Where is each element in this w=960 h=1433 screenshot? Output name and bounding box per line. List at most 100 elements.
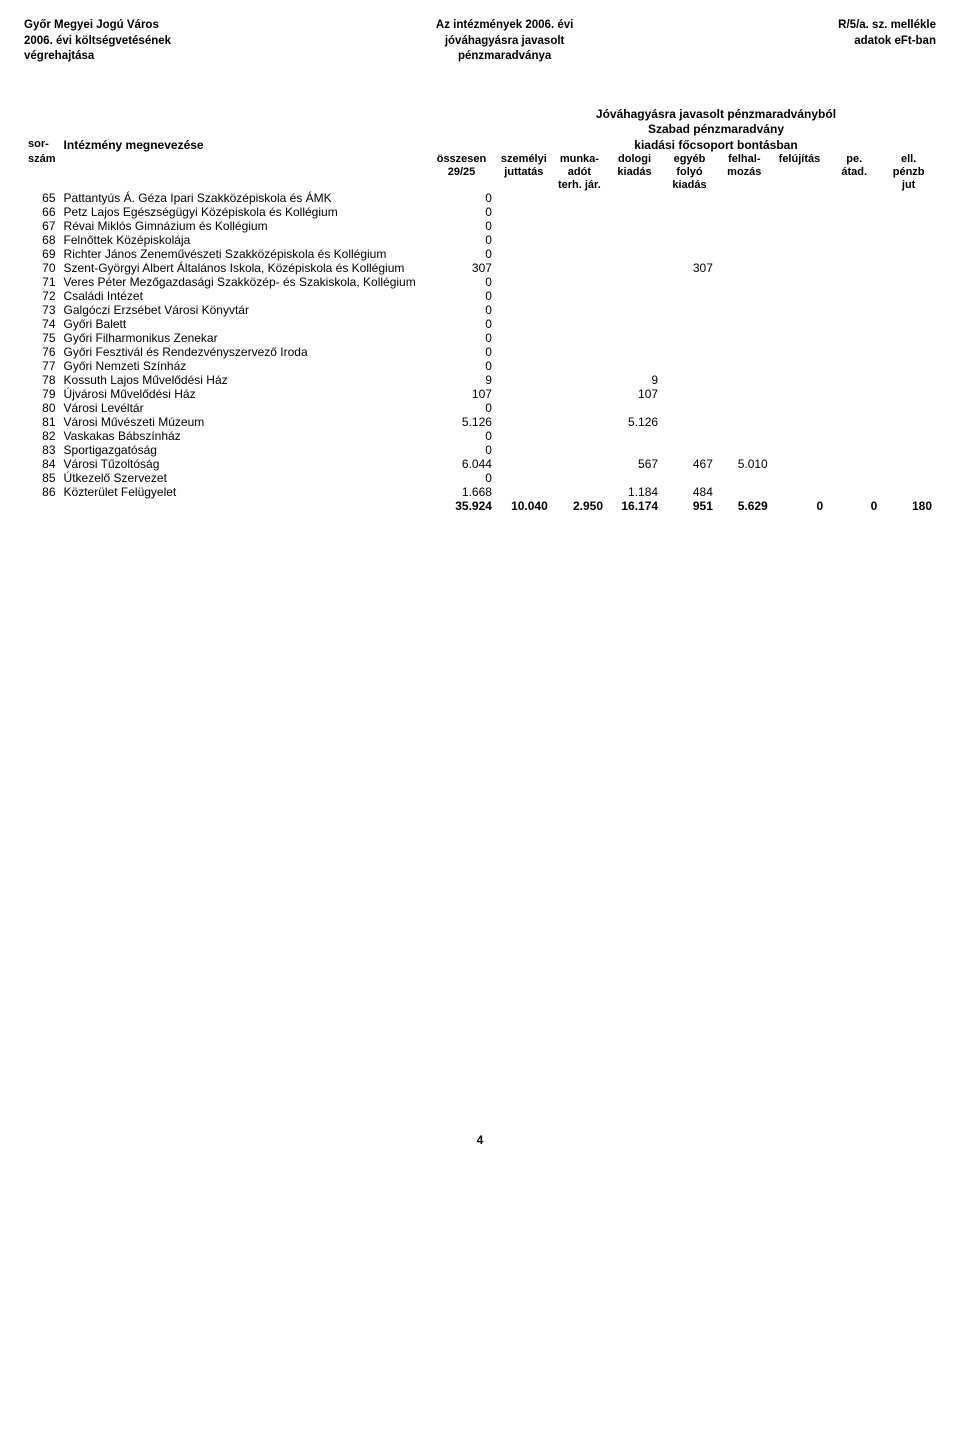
row-index: 70 bbox=[24, 261, 60, 275]
row-val bbox=[827, 205, 881, 219]
document-header: Győr Megyei Jogú Város 2006. évi költség… bbox=[24, 18, 936, 65]
row-val bbox=[662, 303, 717, 317]
row-val bbox=[496, 331, 552, 345]
row-val bbox=[881, 373, 936, 387]
row-val bbox=[827, 415, 881, 429]
row-val bbox=[772, 331, 827, 345]
row-val bbox=[881, 219, 936, 233]
row-val bbox=[772, 247, 827, 261]
row-val bbox=[772, 415, 827, 429]
col-osszesen-l2: 29/25 bbox=[448, 166, 476, 178]
table-row: 65Pattantyús Á. Géza Ipari Szakközépisko… bbox=[24, 191, 936, 205]
row-index: 86 bbox=[24, 485, 60, 499]
row-val: 0 bbox=[427, 247, 496, 261]
row-val bbox=[717, 205, 772, 219]
row-val bbox=[607, 275, 662, 289]
row-val bbox=[552, 485, 607, 499]
row-val: 0 bbox=[427, 345, 496, 359]
row-val bbox=[552, 219, 607, 233]
row-val bbox=[717, 485, 772, 499]
row-val bbox=[827, 289, 881, 303]
row-val bbox=[881, 233, 936, 247]
table-row: 76Győri Fesztivál és Rendezvényszervező … bbox=[24, 345, 936, 359]
row-val bbox=[496, 303, 552, 317]
row-index: 81 bbox=[24, 415, 60, 429]
row-val: 0 bbox=[427, 359, 496, 373]
col-ell-l3: jut bbox=[902, 179, 915, 191]
row-val bbox=[496, 471, 552, 485]
col-munka-l1: munka- bbox=[560, 153, 599, 165]
row-name: Családi Intézet bbox=[60, 289, 427, 303]
row-val: 5.126 bbox=[607, 415, 662, 429]
row-val bbox=[607, 233, 662, 247]
row-name: Szent-Györgyi Albert Általános Iskola, K… bbox=[60, 261, 427, 275]
row-val bbox=[881, 261, 936, 275]
row-val bbox=[827, 471, 881, 485]
row-name: Richter János Zeneművészeti Szakközépisk… bbox=[60, 247, 427, 261]
table-row: 72Családi Intézet0 bbox=[24, 289, 936, 303]
row-name: Városi Levéltár bbox=[60, 401, 427, 415]
row-val bbox=[607, 317, 662, 331]
row-val bbox=[881, 331, 936, 345]
row-index: 71 bbox=[24, 275, 60, 289]
row-val bbox=[496, 261, 552, 275]
table-row: 67Révai Miklós Gimnázium és Kollégium0 bbox=[24, 219, 936, 233]
row-name: Veres Péter Mezőgazdasági Szakközép- és … bbox=[60, 275, 427, 289]
row-val bbox=[496, 275, 552, 289]
col-dologi-l1: dologi bbox=[618, 153, 651, 165]
row-val bbox=[827, 345, 881, 359]
row-val bbox=[827, 303, 881, 317]
row-val bbox=[552, 261, 607, 275]
document-page: Győr Megyei Jogú Város 2006. évi költség… bbox=[0, 0, 960, 1433]
col-felhal: felhal- mozás bbox=[717, 153, 772, 191]
row-index: 66 bbox=[24, 205, 60, 219]
row-name: Újvárosi Művelődési Ház bbox=[60, 387, 427, 401]
row-val bbox=[772, 443, 827, 457]
row-val bbox=[662, 205, 717, 219]
row-val bbox=[827, 429, 881, 443]
row-val bbox=[552, 205, 607, 219]
row-val: 0 bbox=[427, 219, 496, 233]
row-val bbox=[772, 289, 827, 303]
row-val bbox=[827, 387, 881, 401]
row-index: 84 bbox=[24, 457, 60, 471]
row-name: Kossuth Lajos Művelődési Ház bbox=[60, 373, 427, 387]
row-val bbox=[607, 289, 662, 303]
row-val bbox=[881, 275, 936, 289]
row-val bbox=[496, 289, 552, 303]
table-row: 79Újvárosi Művelődési Ház107107 bbox=[24, 387, 936, 401]
row-val bbox=[662, 359, 717, 373]
row-name: Győri Fesztivál és Rendezvényszervező Ir… bbox=[60, 345, 427, 359]
row-name: Felnőttek Középiskolája bbox=[60, 233, 427, 247]
row-val bbox=[717, 443, 772, 457]
row-name: Vaskakas Bábszínház bbox=[60, 429, 427, 443]
col-egyeb-l3: kiadás bbox=[672, 179, 706, 191]
row-val bbox=[662, 429, 717, 443]
row-val bbox=[881, 303, 936, 317]
row-val bbox=[772, 345, 827, 359]
row-name: Révai Miklós Gimnázium és Kollégium bbox=[60, 219, 427, 233]
row-val bbox=[496, 345, 552, 359]
row-index: 65 bbox=[24, 191, 60, 205]
row-val: 0 bbox=[427, 317, 496, 331]
row-val bbox=[662, 387, 717, 401]
row-val bbox=[552, 457, 607, 471]
header-center: Az intézmények 2006. évi jóváhagyásra ja… bbox=[436, 18, 573, 65]
row-val: 107 bbox=[427, 387, 496, 401]
row-val bbox=[881, 415, 936, 429]
row-val bbox=[772, 457, 827, 471]
row-val bbox=[607, 429, 662, 443]
row-val bbox=[662, 345, 717, 359]
row-val bbox=[607, 247, 662, 261]
row-val bbox=[607, 303, 662, 317]
row-name: Közterület Felügyelet bbox=[60, 485, 427, 499]
row-val bbox=[607, 345, 662, 359]
sor-label-1: sor- bbox=[24, 138, 60, 154]
row-val bbox=[717, 317, 772, 331]
col-pe-l1: pe. bbox=[846, 153, 862, 165]
row-val bbox=[552, 317, 607, 331]
row-val bbox=[827, 261, 881, 275]
row-val bbox=[662, 331, 717, 345]
row-val: 0 bbox=[427, 443, 496, 457]
row-val bbox=[772, 387, 827, 401]
